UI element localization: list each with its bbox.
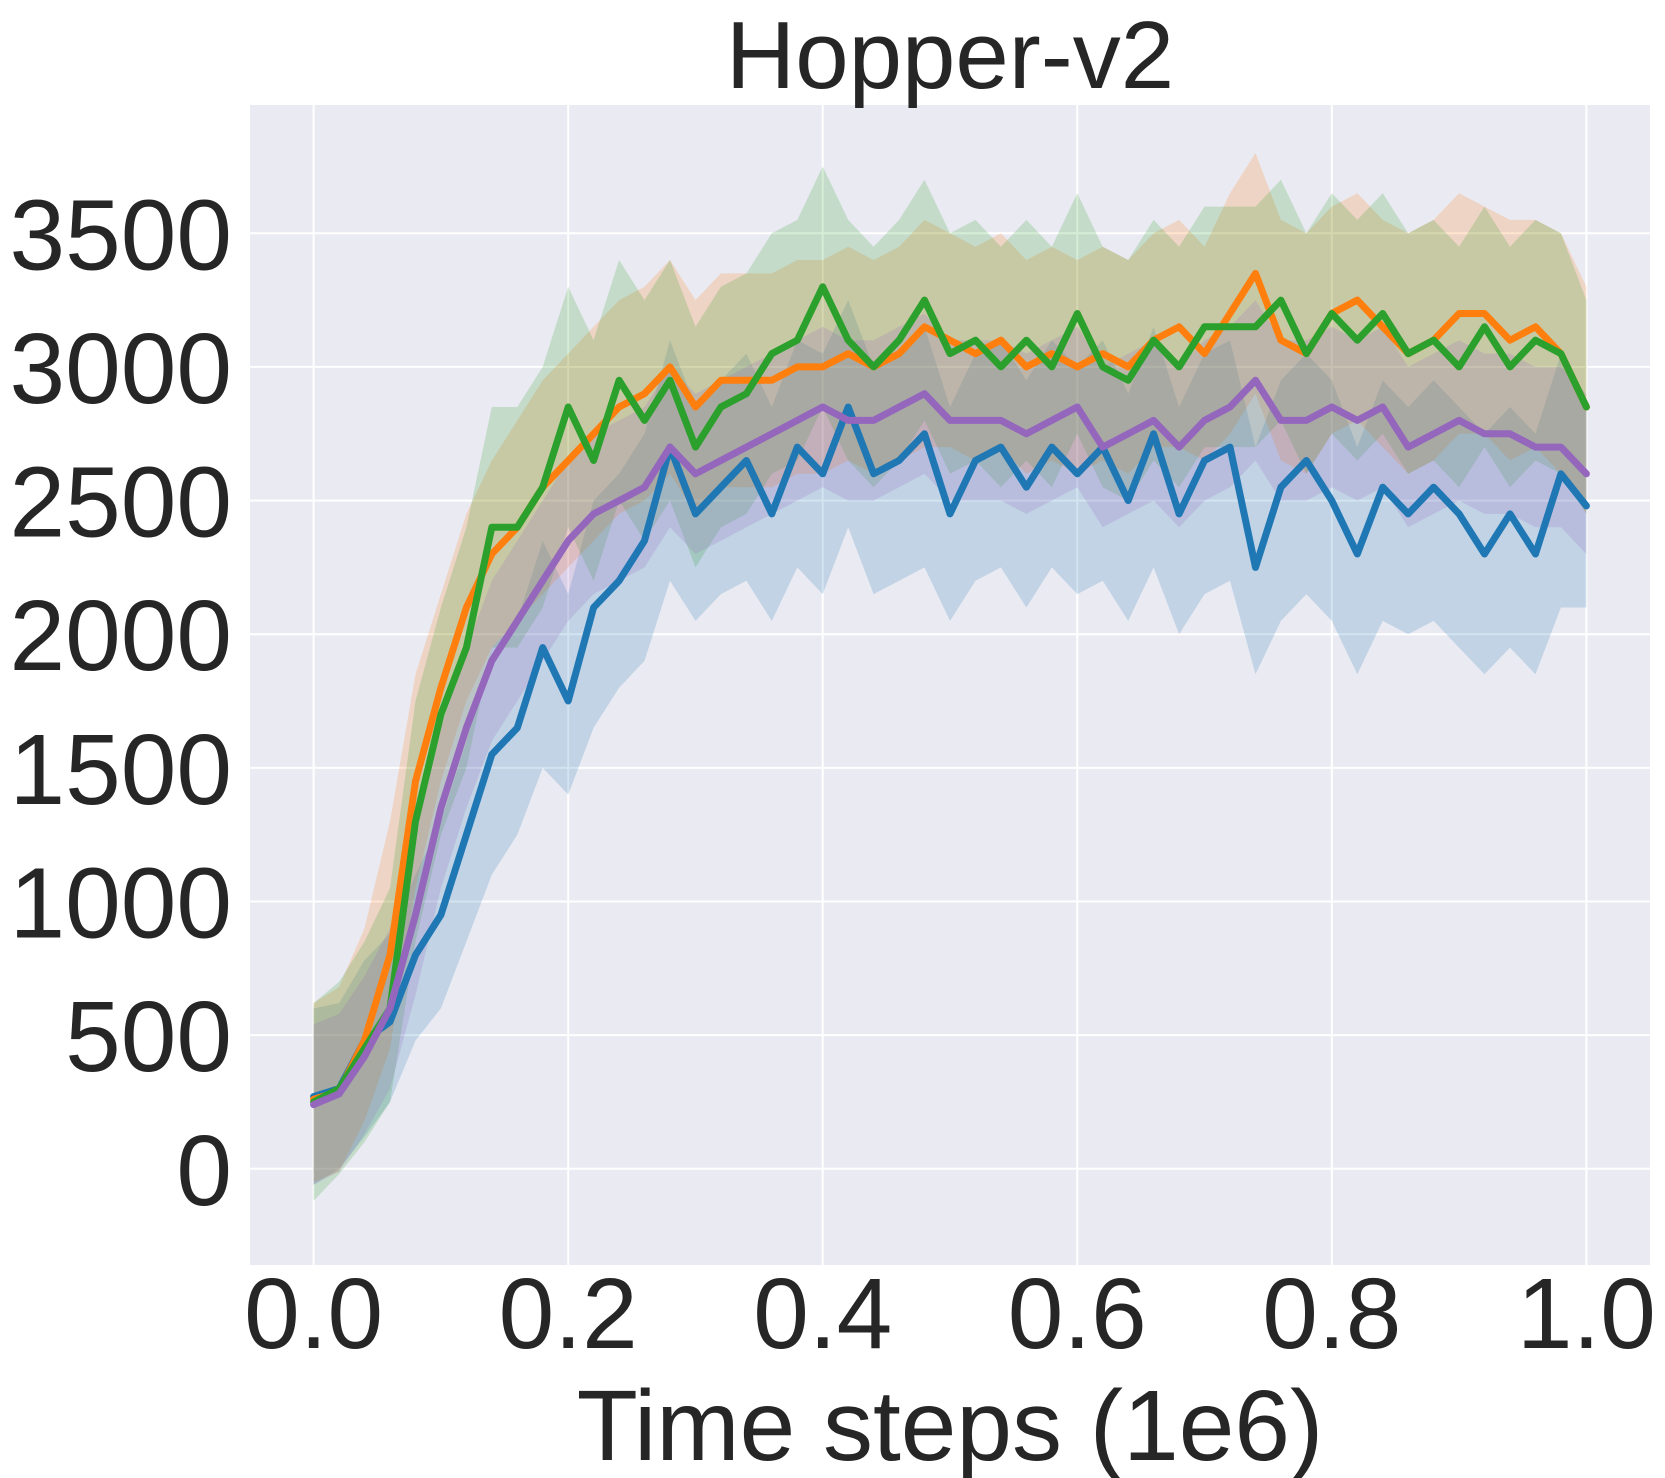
x-tick-labels: 0.0 0.2 0.4 0.6 0.8 1.0 <box>244 1258 1656 1370</box>
x-tick-label: 0.6 <box>1008 1258 1147 1370</box>
y-tick-label: 3000 <box>10 313 232 425</box>
series-line-0 <box>310 403 1590 1101</box>
x-tick-label: 0.2 <box>499 1258 638 1370</box>
y-tick-label: 1500 <box>10 714 232 826</box>
y-tick-label: 2500 <box>10 447 232 559</box>
x-axis-label: Time steps (1e6) <box>577 1370 1324 1478</box>
series-band-2 <box>313 166 1587 1201</box>
series-band-3 <box>313 300 1587 1185</box>
series-line-2 <box>310 283 1590 1106</box>
y-tick-labels: 0 500 1000 1500 2000 2500 3000 3500 <box>10 179 232 1226</box>
y-tick-label: 2000 <box>10 580 232 692</box>
y-tick-label: 3500 <box>10 179 232 291</box>
x-tick-label: 0.8 <box>1262 1258 1401 1370</box>
series-lines <box>310 269 1590 1109</box>
y-tick-label: 500 <box>65 981 232 1093</box>
chart-title: Hopper-v2 <box>726 2 1174 109</box>
grid <box>250 105 1650 1265</box>
y-tick-label: 0 <box>176 1115 232 1227</box>
y-tick-label: 1000 <box>10 847 232 959</box>
x-tick-label: 0.4 <box>753 1258 892 1370</box>
x-tick-label: 1.0 <box>1517 1258 1656 1370</box>
series-line-3 <box>310 376 1590 1109</box>
x-tick-label: 0.0 <box>244 1258 383 1370</box>
series-band-1 <box>313 153 1587 1183</box>
